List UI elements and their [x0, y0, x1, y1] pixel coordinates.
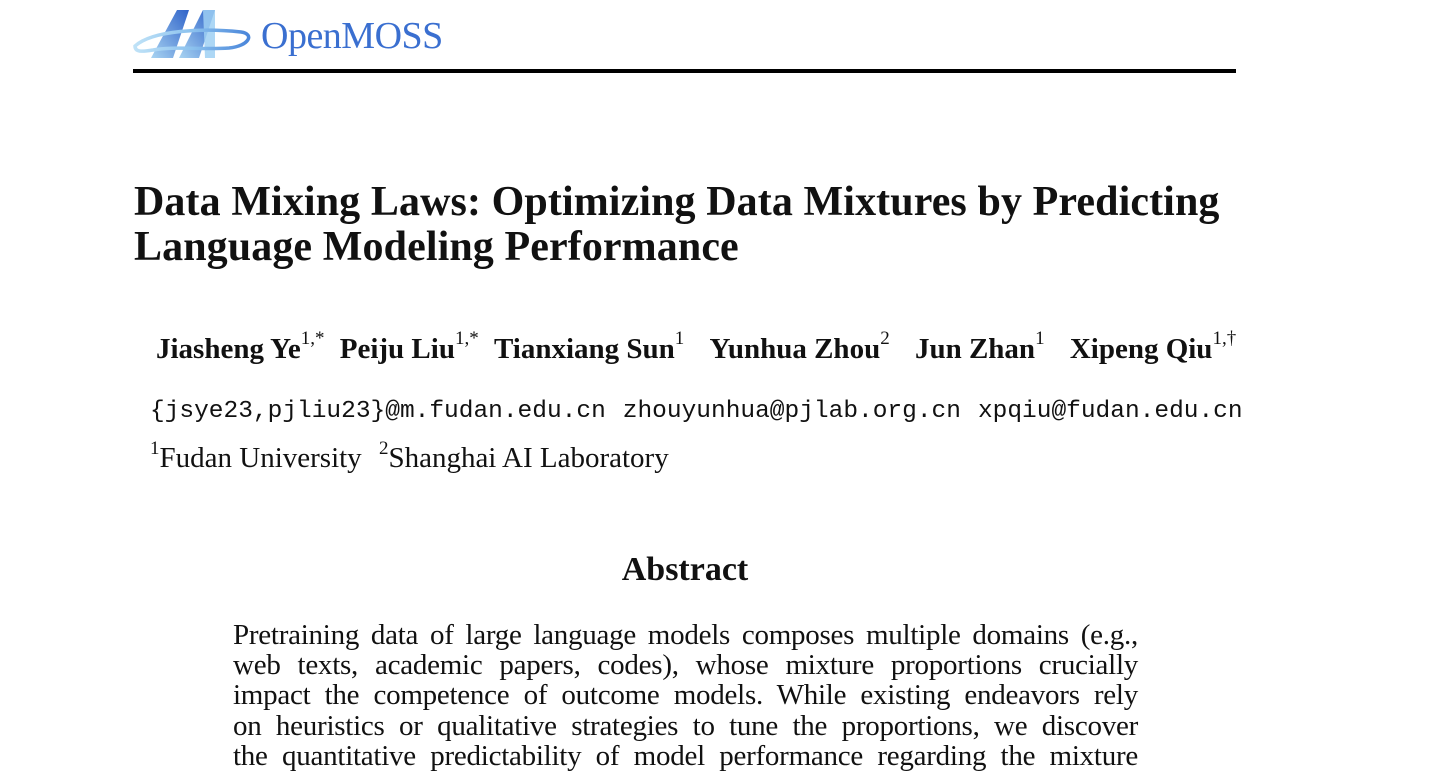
author-name: Yunhua Zhou [709, 333, 881, 365]
author-name: Tianxiang Sun [493, 333, 675, 365]
author-list: Jiasheng Ye1,* Peiju Liu1,* Tianxiang Su… [156, 329, 1244, 369]
author-name: Peiju Liu [339, 333, 455, 365]
affiliation-mark: 2 [378, 438, 389, 460]
abstract-body: Pretraining data of large language model… [233, 620, 1138, 771]
paper-title: Data Mixing Laws: Optimizing Data Mixtur… [134, 180, 1274, 270]
page-header: OpenMOSS [133, 6, 1236, 74]
author-affil-mark: 1,* [454, 328, 479, 350]
abstract-line: the quantitative predictability of model… [233, 739, 1138, 772]
logo-text: OpenMOSS [261, 15, 443, 57]
author-affil-mark: 1 [1035, 328, 1045, 350]
author: Jiasheng Ye1,* [156, 329, 325, 369]
affiliations: 1Fudan University 2Shanghai AI Laborator… [150, 439, 679, 477]
affiliation-name: Fudan University [159, 442, 362, 474]
openmoss-logo-icon [133, 10, 251, 58]
affiliation-mark: 1 [150, 438, 160, 460]
abstract-line: Pretraining data of large language model… [233, 619, 1138, 651]
email[interactable]: zhouyunhua@pjlab.org.cn [622, 398, 961, 425]
author: Jun Zhan1 [915, 329, 1045, 369]
author-emails: {jsye23,pjliu23}@m.fudan.edu.cn zhouyunhu… [150, 396, 1260, 428]
author-name: Jun Zhan [914, 333, 1036, 365]
abstract-line: on heuristics or qualitative strategies … [233, 709, 1138, 742]
title-line: Data Mixing Laws: Optimizing Data Mixtur… [134, 179, 1220, 225]
abstract-heading: Abstract [621, 551, 749, 588]
header-rule [133, 69, 1236, 73]
author-affil-mark: 1,* [300, 328, 325, 350]
abstract-line: impact the competence of outcome models.… [233, 679, 1138, 712]
author-name: Jiasheng Ye [156, 333, 301, 365]
author: Peiju Liu1,* [340, 329, 479, 369]
author: Yunhua Zhou2 [710, 329, 890, 369]
author-affil-mark: 2 [880, 328, 890, 350]
affiliation: 2Shanghai AI Laboratory [379, 439, 669, 474]
author: Xipeng Qiu1,† [1070, 329, 1236, 369]
title-line: Language Modeling Performance [134, 224, 739, 270]
affiliation-name: Shanghai AI Laboratory [388, 442, 669, 474]
email[interactable]: {jsye23,pjliu23}@m.fudan.edu.cn [150, 398, 606, 425]
affiliation: 1Fudan University [150, 439, 362, 474]
author-affil-mark: 1,† [1212, 328, 1237, 350]
author: Tianxiang Sun1 [494, 329, 684, 369]
author-affil-mark: 1 [674, 328, 685, 350]
author-name: Xipeng Qiu [1069, 333, 1213, 365]
email[interactable]: xpqiu@fudan.edu.cn [977, 398, 1243, 425]
abstract-line: web texts, academic papers, codes), whos… [233, 649, 1138, 682]
